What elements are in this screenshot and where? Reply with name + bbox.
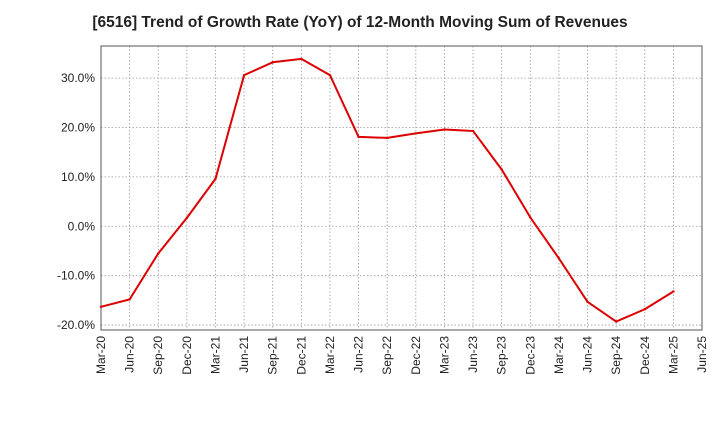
- data-point: [500, 168, 503, 171]
- x-tick-label: Dec-23: [523, 336, 537, 375]
- x-tick-label: Sep-21: [266, 336, 280, 375]
- x-tick-label: Jun-23: [466, 336, 480, 373]
- data-point: [614, 320, 618, 323]
- x-tick-label: Jun-25: [695, 336, 709, 373]
- x-tick-label: Mar-21: [208, 336, 222, 374]
- x-tick-label: Sep-20: [151, 336, 165, 375]
- x-tick-label: Mar-22: [323, 336, 337, 374]
- x-tick-label: Jun-24: [581, 336, 595, 373]
- x-tick-label: Sep-23: [495, 336, 509, 375]
- y-tick-label: 30.0%: [61, 71, 95, 85]
- y-axis-tick-labels: -20.0% -10.0% 0.0% 10.0% 20.0% 30.0%: [57, 71, 95, 332]
- y-tick-label: 20.0%: [61, 120, 95, 134]
- x-tick-label: Dec-24: [638, 336, 652, 375]
- y-tick-label: -20.0%: [57, 318, 95, 332]
- x-tick-label: Mar-20: [94, 336, 108, 374]
- plot-area-frame: [100, 45, 703, 331]
- data-point: [443, 128, 446, 131]
- x-tick-label: Jun-22: [352, 336, 366, 373]
- data-point: [471, 129, 475, 133]
- grid-lines: [101, 46, 702, 330]
- y-tick-label: -10.0%: [57, 269, 95, 283]
- data-point: [242, 73, 246, 77]
- x-tick-label: Sep-22: [380, 336, 394, 375]
- data-point: [157, 252, 160, 255]
- data-point: [214, 177, 217, 181]
- series-lines: [99, 57, 675, 323]
- x-tick-label: Jun-21: [237, 336, 251, 373]
- data-point: [185, 216, 189, 220]
- data-point: [414, 132, 418, 135]
- data-point: [128, 298, 131, 301]
- x-tick-label: Jun-20: [123, 336, 137, 373]
- data-point: [271, 61, 274, 64]
- y-tick-label: 0.0%: [68, 219, 96, 233]
- data-point: [529, 216, 532, 219]
- x-tick-label: Dec-21: [294, 336, 308, 375]
- x-tick-label: Sep-24: [609, 336, 623, 375]
- chart-title: [6516] Trend of Growth Rate (YoY) of 12-…: [92, 14, 628, 31]
- data-point: [557, 257, 561, 260]
- x-tick-label: Mar-25: [666, 336, 680, 374]
- data-point: [328, 73, 332, 77]
- x-tick-label: Mar-23: [437, 336, 451, 374]
- data-point: [357, 135, 360, 139]
- x-tick-label: Dec-22: [409, 336, 423, 375]
- data-point: [672, 290, 675, 293]
- data-point: [385, 136, 389, 140]
- data-point: [99, 305, 103, 308]
- x-axis-tick-labels: Mar-20 Jun-20 Sep-20 Dec-20 Mar-21 Jun-21 Sep-…: [94, 336, 709, 375]
- data-point: [300, 57, 303, 61]
- data-point: [586, 300, 589, 304]
- y-tick-label: 10.0%: [61, 170, 95, 184]
- x-tick-label: Mar-24: [552, 336, 566, 374]
- data-point: [643, 308, 646, 311]
- x-tick-label: Dec-20: [180, 336, 194, 375]
